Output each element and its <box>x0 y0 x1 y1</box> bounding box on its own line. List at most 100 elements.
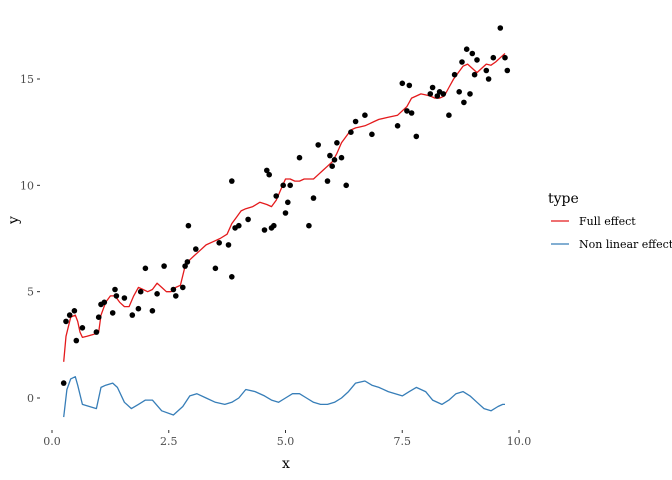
scatter-point <box>280 182 287 189</box>
scatter-point <box>451 71 458 78</box>
scatter-point <box>273 193 280 199</box>
legend-label-1: Non linear effect <box>579 238 672 251</box>
scatter-point <box>446 112 452 118</box>
scatter-point <box>101 299 108 306</box>
scatter-point <box>60 380 67 386</box>
scatter-point <box>467 91 473 97</box>
x-axis-ticks: 0.0 2.5 5.0 7.5 10.0 <box>43 430 531 448</box>
scatter-point <box>369 131 375 138</box>
y-tick-label: 10 <box>20 179 34 192</box>
scatter-point <box>434 93 441 99</box>
scatter-point <box>173 293 179 299</box>
series-line-0 <box>63 53 506 362</box>
scatter-point <box>93 329 100 335</box>
scatter-point <box>306 222 312 229</box>
scatter-point <box>79 325 86 331</box>
scatter-point <box>170 286 177 293</box>
scatter-point <box>185 222 192 229</box>
scatter-point <box>343 182 350 189</box>
scatter-point <box>502 54 508 61</box>
scatter-point <box>71 308 78 314</box>
scatter-point <box>73 337 80 344</box>
scatter-point <box>282 210 289 216</box>
scatter-point <box>142 265 149 272</box>
legend: type Full effect Non linear effect <box>548 191 672 251</box>
scatter-point <box>399 80 406 87</box>
scatter-point <box>406 82 413 89</box>
scatter-point <box>504 67 511 74</box>
scatter-point <box>261 227 268 233</box>
scatter-point <box>362 112 368 118</box>
scatter-point <box>121 295 128 301</box>
scatter-point <box>334 140 340 146</box>
x-axis-title: x <box>282 456 290 472</box>
scatter-point <box>184 259 191 265</box>
scatter-point <box>490 54 497 61</box>
scatter-point <box>149 308 156 314</box>
series-line-1 <box>63 376 505 418</box>
legend-label-0: Full effect <box>579 215 636 228</box>
scatter-point <box>408 110 415 116</box>
scatter-point <box>109 310 116 316</box>
scatter-point <box>352 118 359 125</box>
x-tick-label: 5.0 <box>277 435 295 448</box>
scatter-point <box>324 178 331 184</box>
scatter-point <box>129 312 136 318</box>
scatter-point <box>310 195 317 201</box>
scatter-point <box>264 167 270 174</box>
scatter-point <box>497 25 504 31</box>
series-lines <box>63 53 506 418</box>
scatter-point <box>182 263 188 269</box>
scatter-point <box>483 67 490 74</box>
scatter-point <box>113 293 120 299</box>
scatter-point <box>95 314 102 321</box>
y-axis-title: y <box>6 216 22 225</box>
scatter-point <box>296 154 303 161</box>
scatter-point <box>266 171 273 178</box>
scatter-point <box>338 154 345 161</box>
scatter-point <box>331 157 338 163</box>
scatter-point <box>394 123 401 129</box>
scatter-point <box>229 178 235 184</box>
scatter-point <box>271 222 277 229</box>
scatter-point <box>245 216 251 223</box>
scatter-point <box>471 71 478 78</box>
scatter-point <box>137 288 144 295</box>
scatter-point <box>236 222 242 229</box>
y-axis-ticks: 0 5 10 15 <box>20 73 40 405</box>
scatter-point <box>459 59 465 65</box>
x-tick-label: 7.5 <box>394 435 412 448</box>
y-tick-label: 15 <box>20 73 34 86</box>
scatter-point <box>180 284 186 291</box>
scatter-points <box>60 25 511 386</box>
scatter-point <box>229 274 235 280</box>
scatter-point <box>440 91 447 97</box>
scatter-point <box>429 84 436 91</box>
scatter-point <box>193 246 199 252</box>
scatter-point <box>225 242 232 248</box>
scatter-point <box>327 152 333 159</box>
scatter-point <box>135 305 142 312</box>
scatter-point <box>404 108 410 114</box>
x-tick-label: 0.0 <box>43 435 61 448</box>
y-tick-label: 0 <box>27 392 34 405</box>
scatter-point <box>161 263 167 269</box>
scatter-point <box>427 91 434 97</box>
scatter-point <box>461 99 467 106</box>
scatter-point <box>485 76 492 82</box>
scatter-point <box>456 89 463 95</box>
scatter-point <box>474 57 480 63</box>
scatter-point <box>66 312 73 318</box>
scatter-point <box>463 46 470 52</box>
scatter-point <box>315 142 322 148</box>
x-tick-label: 10.0 <box>507 435 532 448</box>
scatter-point <box>413 133 420 140</box>
scatter-point <box>212 265 219 272</box>
legend-entries: Full effect Non linear effect <box>551 215 672 251</box>
scatter-point <box>112 286 118 293</box>
scatter-point <box>216 240 222 246</box>
y-tick-label: 5 <box>27 286 34 299</box>
scatter-point <box>329 163 336 169</box>
scatter-point <box>469 50 476 57</box>
